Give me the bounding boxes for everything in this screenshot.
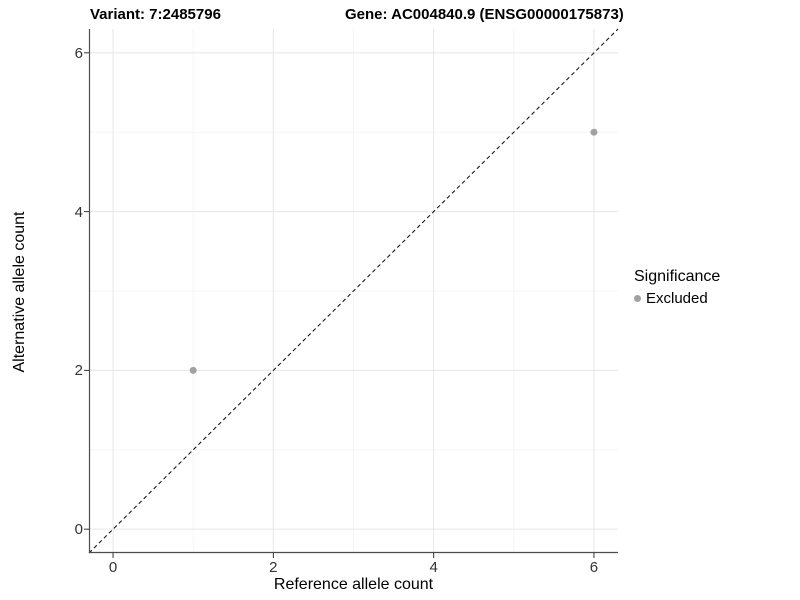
legend: Significance Excluded (634, 268, 720, 307)
legend-title: Significance (634, 268, 721, 285)
y-tick-label: 4 (74, 203, 83, 221)
data-point (590, 128, 598, 136)
x-tick-label: 6 (589, 559, 599, 576)
x-tick-label: 2 (269, 559, 278, 576)
legend-point-icon (634, 295, 641, 302)
y-tick-label: 6 (74, 44, 83, 62)
x-axis-title: Reference allele count (273, 576, 434, 593)
plot-canvas (84, 28, 619, 558)
x-tick-label: 0 (108, 559, 118, 576)
y-axis-title: Alternative allele count (11, 211, 28, 373)
legend-entry: Excluded (634, 290, 720, 307)
legend-entry-label: Excluded (646, 290, 708, 307)
data-point (189, 366, 197, 374)
x-tick-label: 4 (429, 559, 438, 576)
plot-panel (84, 28, 619, 558)
gene-title: Gene: AC004840.9 (ENSG00000175873) (345, 6, 624, 23)
y-tick-label: 0 (74, 521, 83, 539)
y-tick-label: 2 (74, 362, 83, 380)
identity-reference-line (88, 28, 619, 554)
variant-title: Variant: 7:2485796 (90, 6, 221, 23)
